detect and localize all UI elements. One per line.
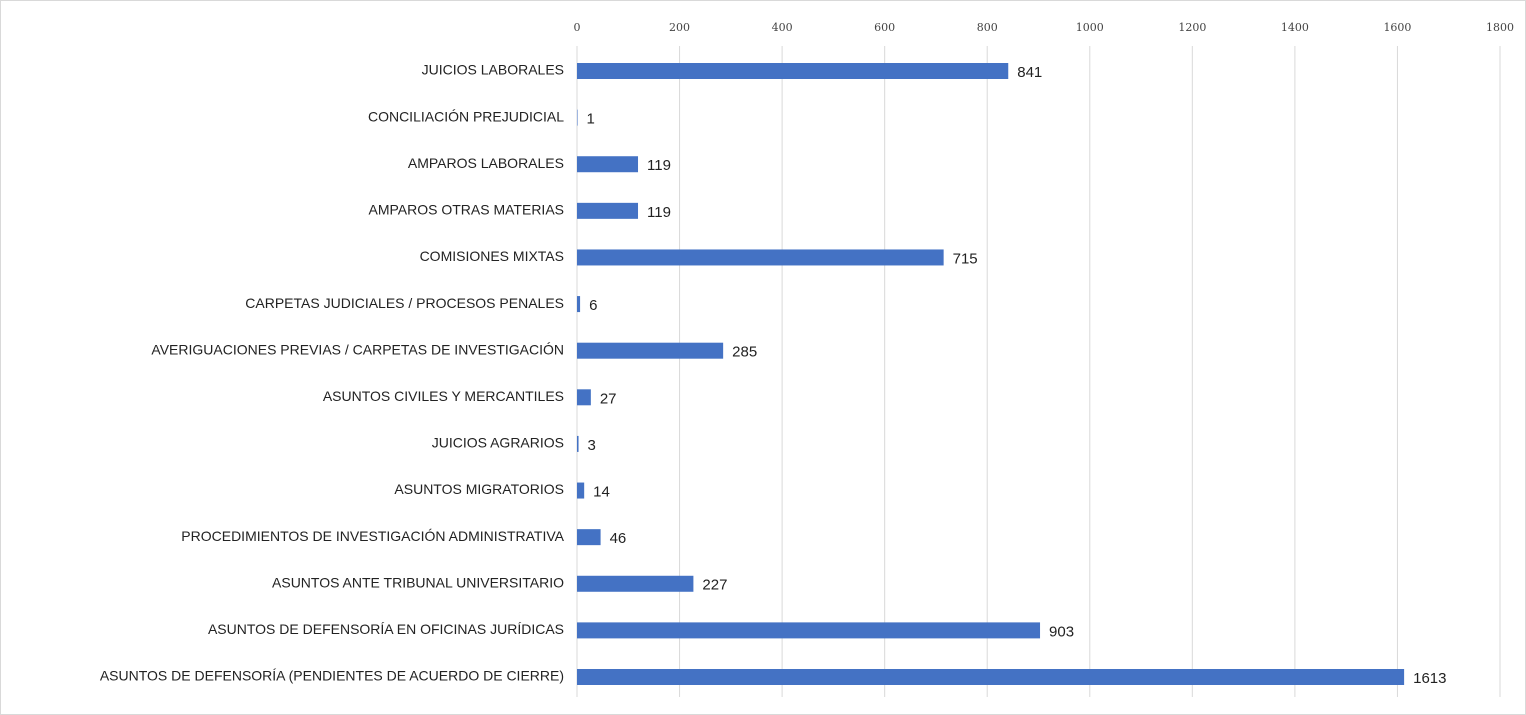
y-tick-label: ASUNTOS CIVILES Y MERCANTILES <box>323 388 564 404</box>
bar <box>577 296 581 313</box>
data-label: 27 <box>600 390 617 407</box>
data-label: 715 <box>953 250 978 267</box>
bar <box>577 249 944 266</box>
data-label: 14 <box>593 484 610 501</box>
bar <box>577 482 585 499</box>
bar <box>577 63 1009 79</box>
bar <box>577 669 1405 685</box>
data-label: 227 <box>702 577 727 594</box>
bar <box>577 389 591 406</box>
data-label: 1 <box>587 111 595 128</box>
x-tick-label: 800 <box>977 21 998 34</box>
bar <box>577 109 578 126</box>
bar <box>577 622 1041 639</box>
y-tick-label: JUICIOS LABORALES <box>422 62 564 78</box>
x-tick-label: 1800 <box>1486 21 1514 34</box>
y-tick-label: ASUNTOS MIGRATORIOS <box>394 481 564 497</box>
y-tick-label: PROCEDIMIENTOS DE INVESTIGACIÓN ADMINIST… <box>181 528 564 544</box>
y-tick-label: ASUNTOS DE DEFENSORÍA (PENDIENTES DE ACU… <box>100 668 564 684</box>
x-tick-label: 600 <box>874 21 895 34</box>
bar <box>577 342 724 359</box>
bar <box>577 575 694 592</box>
y-tick-label: CONCILIACIÓN PREJUDICIAL <box>368 108 564 124</box>
data-label: 119 <box>647 157 671 174</box>
data-label: 903 <box>1049 623 1074 640</box>
y-tick-label: AMPAROS LABORALES <box>408 155 564 171</box>
x-tick-label: 1600 <box>1383 21 1411 34</box>
x-tick-label: 400 <box>772 21 793 34</box>
data-label: 285 <box>732 344 757 361</box>
data-label: 1613 <box>1413 670 1446 687</box>
bar <box>577 435 579 452</box>
x-tick-label: 1000 <box>1076 21 1104 34</box>
y-tick-label: AVERIGUACIONES PREVIAS / CARPETAS DE INV… <box>151 341 564 357</box>
bar <box>577 529 601 546</box>
y-tick-label: ASUNTOS DE DEFENSORÍA EN OFICINAS JURÍDI… <box>208 621 564 637</box>
bar <box>577 202 639 219</box>
x-tick-label: 1400 <box>1281 21 1309 34</box>
data-label: 3 <box>588 437 596 454</box>
y-tick-label: COMISIONES MIXTAS <box>420 248 564 264</box>
x-tick-label: 0 <box>574 21 581 34</box>
bar <box>577 156 639 173</box>
x-tick-label: 1200 <box>1178 21 1206 34</box>
y-tick-label: CARPETAS JUDICIALES / PROCESOS PENALES <box>245 295 564 311</box>
y-tick-label: ASUNTOS ANTE TRIBUNAL UNIVERSITARIO <box>272 574 564 590</box>
x-tick-label: 200 <box>669 21 690 34</box>
data-label: 46 <box>610 530 627 547</box>
data-label: 6 <box>589 297 597 314</box>
data-label: 841 <box>1017 64 1042 81</box>
y-tick-label: JUICIOS AGRARIOS <box>432 435 564 451</box>
data-label: 119 <box>647 204 671 221</box>
y-tick-label: AMPAROS OTRAS MATERIAS <box>368 202 564 218</box>
